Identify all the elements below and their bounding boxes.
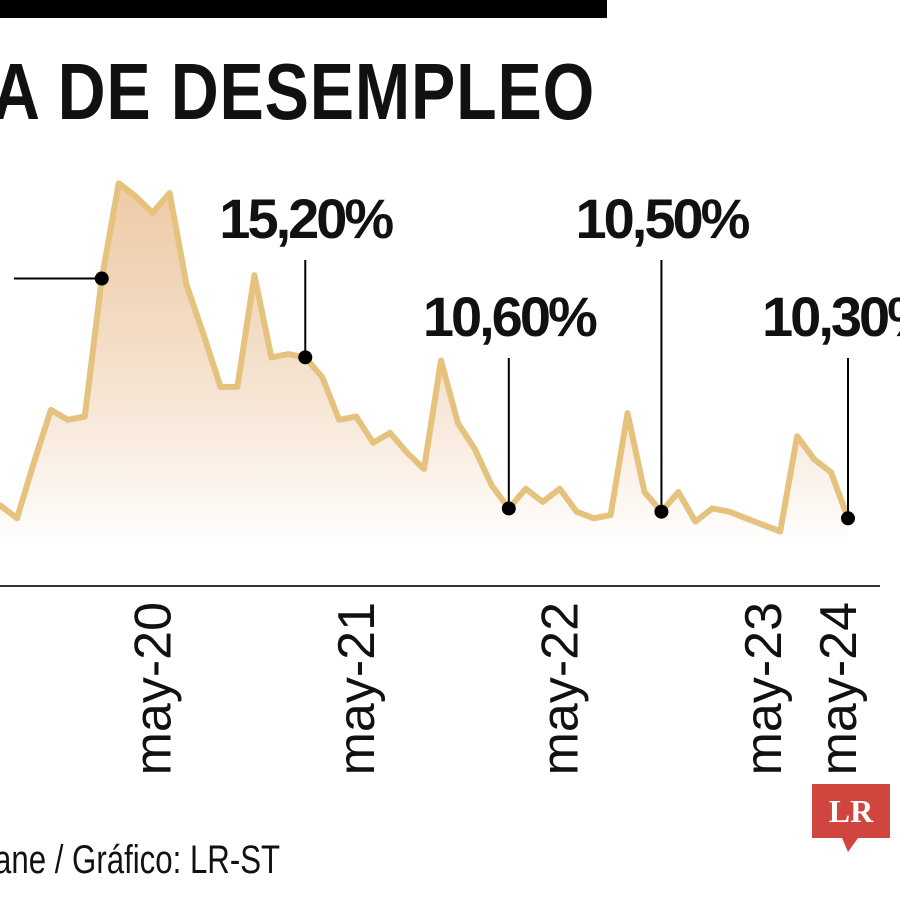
annotation-label: 10,60% (423, 285, 597, 348)
x-tick-label: may-21 (328, 602, 386, 775)
svg-text:LR: LR (829, 793, 874, 829)
annotation-label: 15,20% (219, 187, 393, 250)
annotation-marker (654, 504, 669, 519)
x-tick-label: may-20 (125, 602, 183, 775)
annotation-marker (94, 271, 109, 286)
series-line (0, 180, 851, 535)
annotation-label: 10,30% (762, 285, 900, 348)
header-rule (0, 0, 607, 18)
annotation-marker (501, 501, 516, 516)
x-tick-label: may-24 (810, 602, 868, 775)
chart-title: A DE DESEMPLEO (0, 47, 596, 136)
x-tick-label: may-22 (532, 602, 590, 775)
annotation-marker (841, 511, 855, 526)
source-credit: ane / Gráfico: LR-ST (0, 838, 281, 882)
lr-logo: LR (812, 784, 890, 852)
annotation-label: 10,50% (575, 187, 749, 250)
x-tick-label: may-23 (735, 602, 793, 775)
annotation-marker (298, 350, 313, 365)
